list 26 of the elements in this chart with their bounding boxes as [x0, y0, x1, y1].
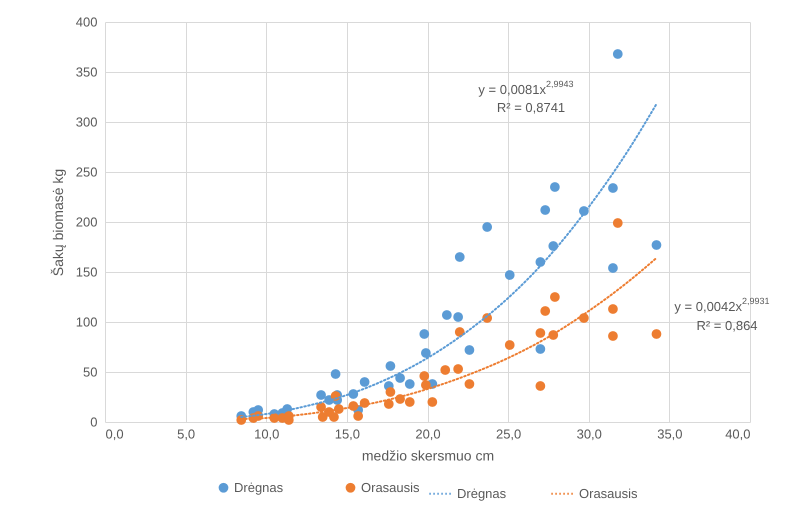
x-tick-label: 20,0 [415, 426, 441, 442]
x-tick-label: 10,0 [254, 426, 280, 442]
x-tick-label: 40,0 [725, 426, 750, 442]
y-tick-label: 400 [76, 14, 98, 30]
legend-label: Drėgnas [234, 480, 284, 495]
legend-label: Orasausis [361, 480, 420, 495]
x-tick-label: 5,0 [177, 426, 196, 442]
y-tick-label: 0 [90, 414, 98, 430]
y-tick-label: 50 [83, 364, 98, 380]
y-tick-label: 350 [76, 64, 98, 80]
legend-label: Drėgnas [457, 486, 507, 501]
y-tick-label: 100 [76, 314, 98, 330]
x-tick-label: 15,0 [334, 426, 360, 442]
x-axis-title: medžio skersmuo cm [362, 448, 494, 464]
x-tick-label: 25,0 [496, 426, 522, 442]
y-tick-label: 200 [76, 214, 98, 230]
y-tick-label: 150 [76, 264, 98, 280]
y-tick-label: 300 [76, 114, 98, 130]
x-tick-label: 0,0 [106, 426, 124, 442]
legend-label: Orasausis [579, 486, 638, 501]
y-tick-label: 250 [76, 164, 98, 180]
x-tick-label: 35,0 [657, 426, 683, 442]
y-axis-title: Šakų biomasė kg [50, 168, 66, 276]
annotation: R² = 0,8741 [496, 100, 566, 115]
annotation: R² = 0,864 [696, 318, 758, 333]
x-tick-label: 30,0 [576, 426, 602, 442]
